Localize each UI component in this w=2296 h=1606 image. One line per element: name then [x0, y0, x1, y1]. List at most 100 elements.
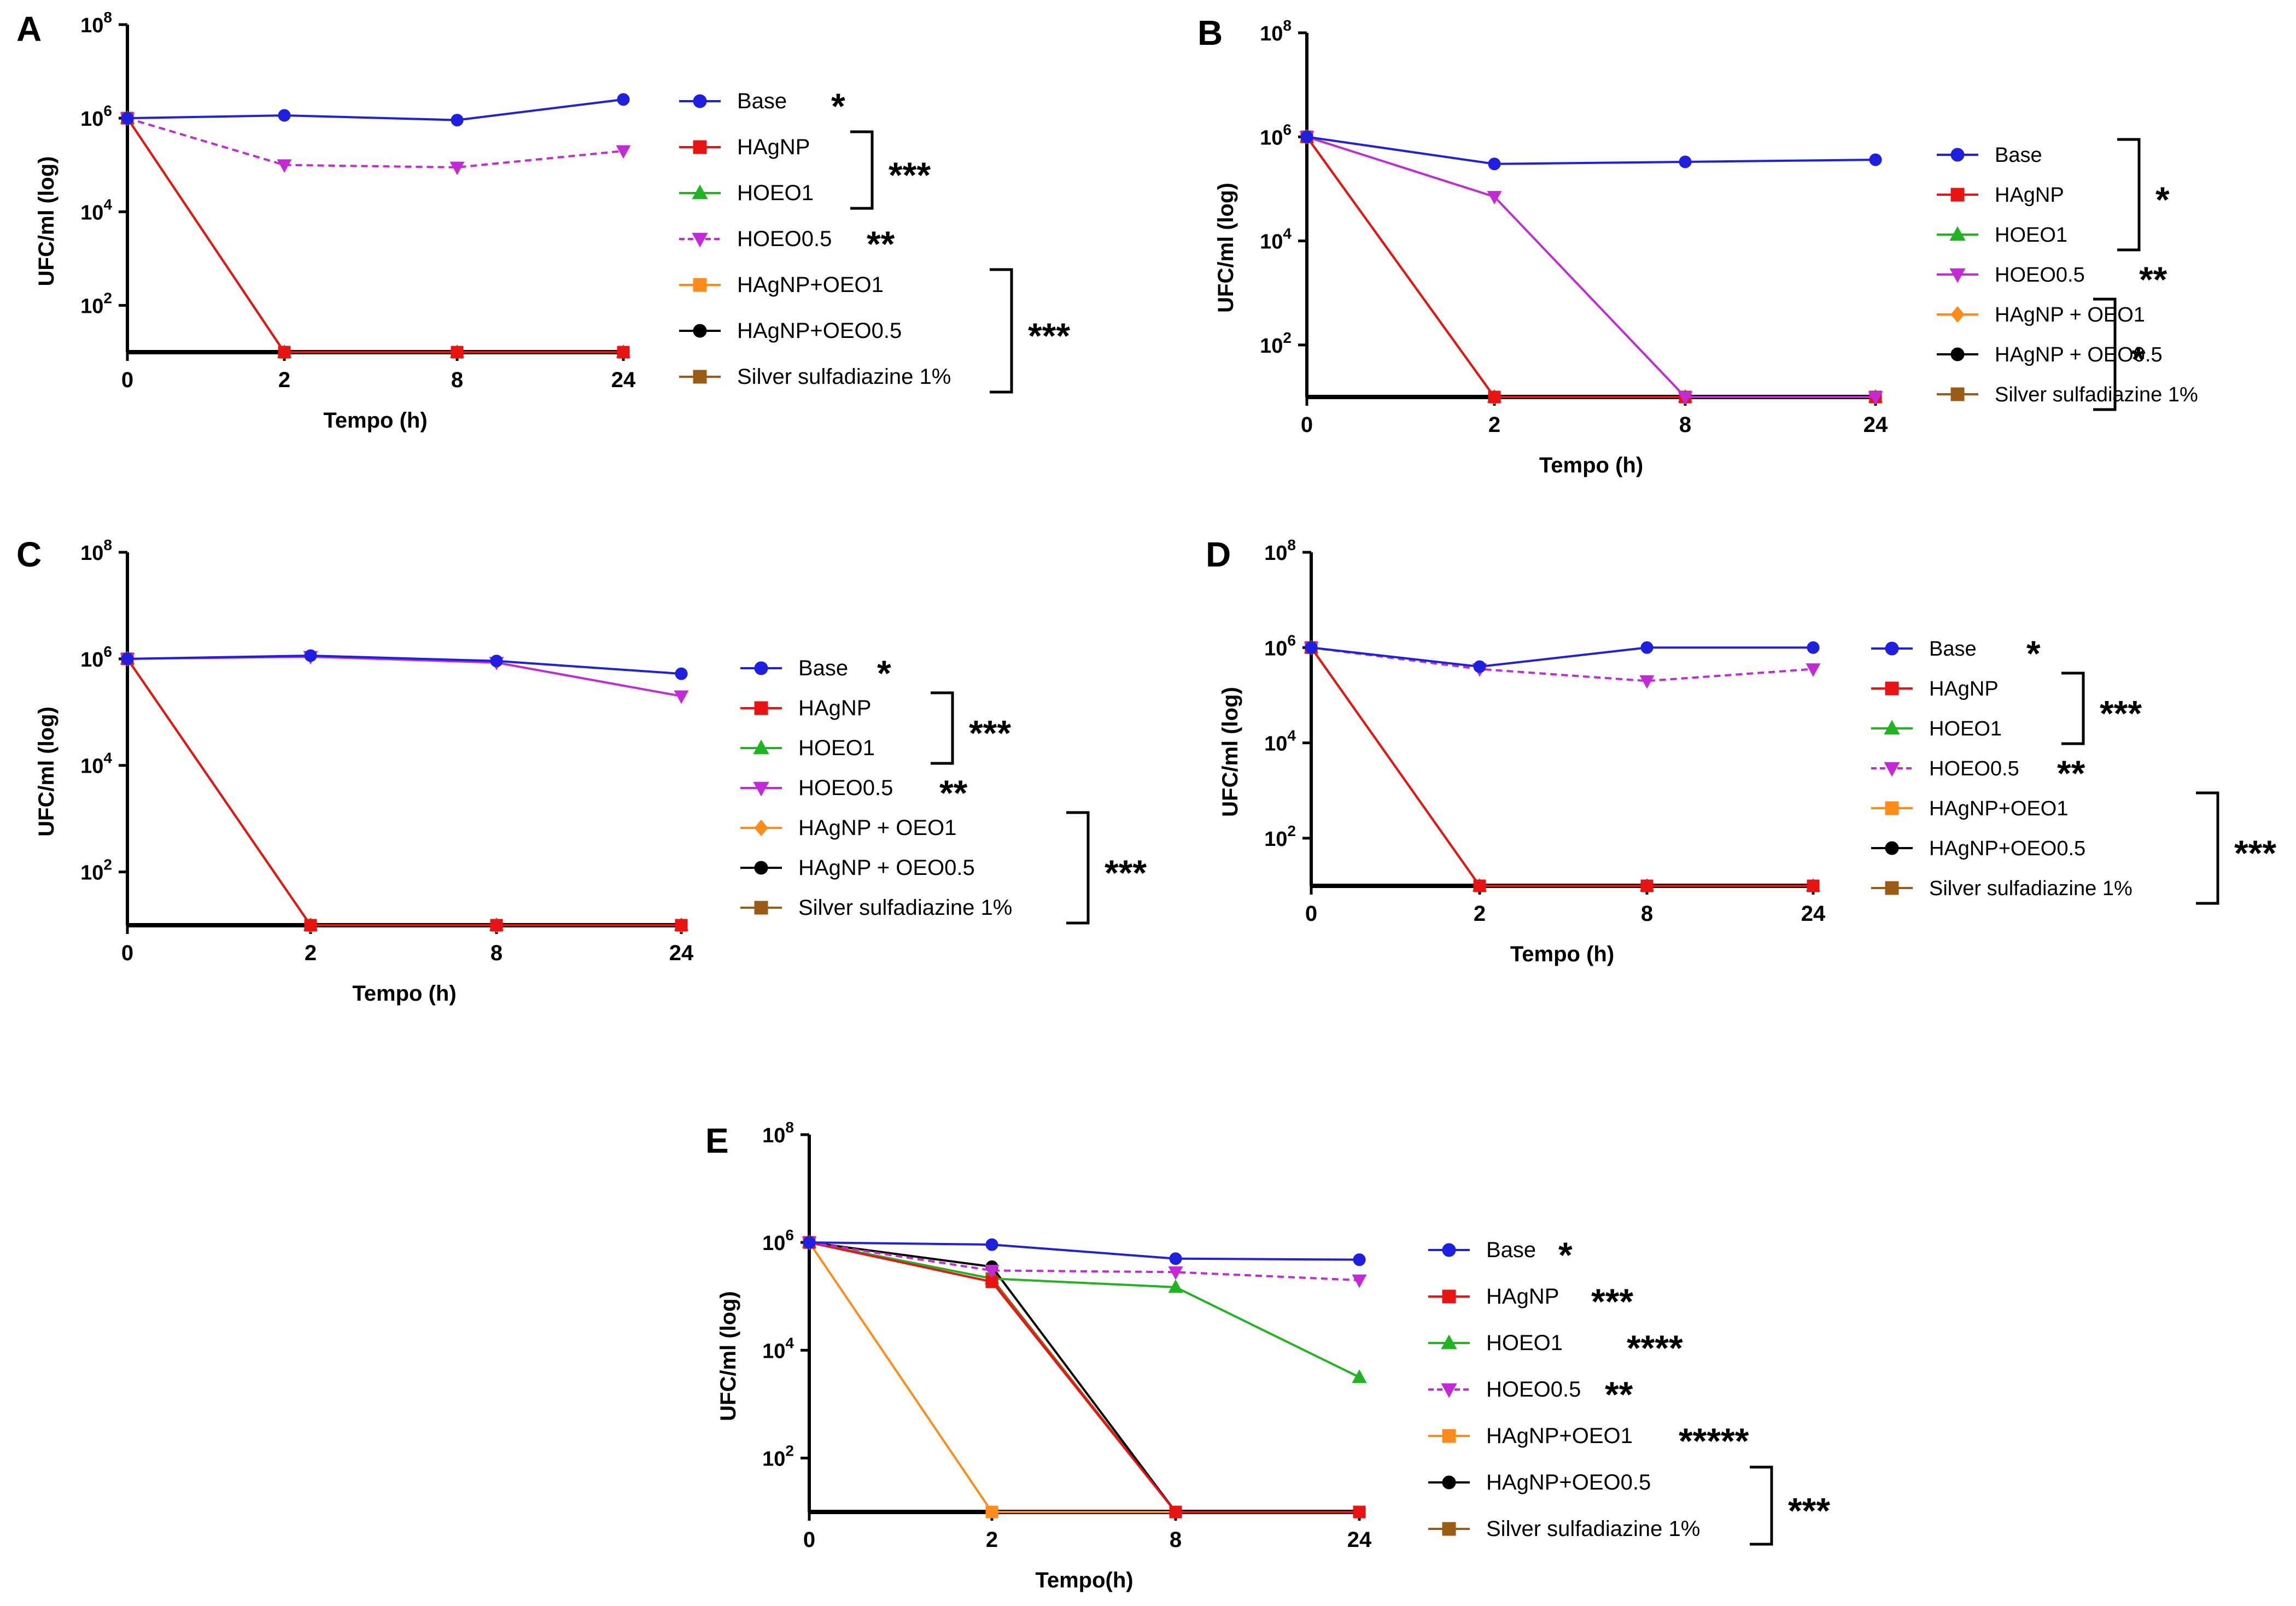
data-point	[1352, 1369, 1367, 1383]
significance-bracket	[2117, 138, 2141, 252]
legend-label: HAgNP+OEO0.5	[737, 319, 902, 343]
data-point	[490, 655, 503, 668]
legend-label: Silver sulfadiazine 1%	[1929, 877, 2133, 900]
significance-stars: ***	[889, 155, 931, 195]
significance-stars: *	[2155, 179, 2170, 220]
data-point	[675, 919, 688, 932]
data-point	[985, 1505, 998, 1519]
x-axis-title: Tempo (h)	[1539, 453, 1643, 477]
y-tick-label: 106	[762, 1227, 794, 1255]
legend-marker	[693, 324, 707, 338]
x-tick-label: 24	[1801, 902, 1826, 926]
data-point	[985, 1238, 998, 1251]
panel-label: C	[16, 535, 42, 574]
legend-marker	[1950, 387, 1965, 401]
data-point	[1352, 1274, 1367, 1288]
legend-marker	[754, 661, 768, 675]
data-point	[616, 145, 631, 159]
data-point	[1353, 1505, 1366, 1519]
legend-label: HAgNP+OEO1	[1929, 797, 2069, 820]
legend-marker	[693, 140, 707, 154]
data-point	[617, 93, 630, 106]
data-point	[1488, 157, 1501, 171]
x-tick-label: 8	[490, 941, 503, 965]
data-point	[1473, 660, 1486, 673]
legend-marker	[693, 278, 707, 292]
significance-bracket	[1066, 811, 1090, 925]
data-point	[1640, 641, 1654, 654]
y-tick-label: 106	[80, 102, 112, 131]
data-point	[1807, 641, 1820, 654]
legend-label: HOEO0.5	[1486, 1377, 1581, 1401]
legend-label: HOEO1	[798, 736, 875, 760]
legend-label: HAgNP+OEO0.5	[1929, 837, 2085, 860]
data-point	[1353, 1253, 1366, 1266]
data-point	[1869, 153, 1882, 166]
data-point	[1488, 390, 1501, 404]
x-tick-label: 0	[121, 368, 133, 392]
series-line	[126, 658, 681, 926]
data-point	[674, 690, 689, 704]
legend-label: HAgNP+OEO1	[1486, 1424, 1633, 1448]
panel-E: E 102 104 106 108 0 2 8 24 Tempo(h) UFC/ml (log) Ba…	[705, 1119, 1830, 1592]
significance-stars: ****	[1627, 1328, 1683, 1368]
legend-label: HAgNP	[1995, 184, 2064, 207]
legend-label: Base	[1486, 1238, 1536, 1262]
y-tick-label: 104	[80, 750, 112, 778]
data-point	[1639, 675, 1655, 689]
legend-label: HAgNP	[1929, 678, 1999, 700]
x-axis-title: Tempo(h)	[1035, 1568, 1133, 1592]
legend-label: HOEO1	[1995, 224, 2067, 247]
series-line	[1306, 136, 1876, 165]
significance-bracket	[990, 268, 1013, 394]
legend-marker	[1442, 1429, 1456, 1443]
significance-stars: **	[939, 773, 968, 813]
data-point	[304, 919, 317, 932]
panel-label: D	[1206, 535, 1231, 574]
x-tick-label: 2	[305, 941, 317, 965]
legend-marker	[753, 739, 769, 755]
x-tick-label: 8	[1170, 1528, 1182, 1552]
data-point	[121, 652, 134, 665]
significance-stars: *	[2131, 339, 2146, 379]
x-tick-label: 24	[1347, 1528, 1372, 1552]
significance-bracket	[1750, 1465, 1773, 1546]
significance-stars: ***	[2100, 693, 2142, 734]
y-axis-title: UFC/ml (log)	[1214, 183, 1238, 313]
x-tick-label: 2	[278, 368, 290, 392]
legend-marker	[1950, 148, 1965, 162]
data-point	[1305, 641, 1318, 654]
data-point	[984, 1265, 1000, 1278]
data-point	[490, 919, 503, 932]
legend-marker	[754, 819, 768, 837]
x-tick-label: 8	[451, 368, 463, 392]
x-tick-label: 24	[669, 941, 694, 965]
significance-bracket	[2196, 791, 2219, 905]
y-tick-label: 108	[1264, 536, 1296, 565]
significance-stars: *	[1558, 1235, 1573, 1275]
y-tick-label: 102	[80, 856, 112, 885]
legend-marker	[1885, 641, 1899, 656]
legend-marker	[1950, 306, 1965, 323]
x-tick-label: 24	[611, 368, 636, 392]
y-tick-label: 106	[80, 643, 112, 671]
x-tick-label: 2	[1488, 413, 1500, 437]
legend-label: HOEO0.5	[737, 227, 832, 251]
legend-label: HOEO0.5	[798, 776, 893, 800]
legend-marker	[1884, 720, 1900, 735]
data-point	[1473, 879, 1486, 892]
legend-label: HAgNP	[1486, 1284, 1559, 1309]
legend-label: HAgNP	[737, 135, 810, 159]
panel-D: D 102 104 106 108 0 2 8 24 Tempo (h) UFC/ml (log) B…	[1206, 535, 2276, 966]
y-tick-label: 102	[1260, 329, 1292, 358]
series-line	[809, 1241, 1360, 1379]
legend-marker	[1885, 841, 1899, 855]
y-tick-label: 104	[80, 196, 112, 224]
significance-stars: **	[1605, 1374, 1633, 1415]
significance-bracket	[850, 130, 874, 210]
x-tick-label: 8	[1641, 902, 1653, 926]
data-point	[1678, 391, 1693, 405]
legend-label: Silver sulfadiazine 1%	[1486, 1517, 1700, 1541]
y-tick-label: 108	[762, 1119, 794, 1147]
